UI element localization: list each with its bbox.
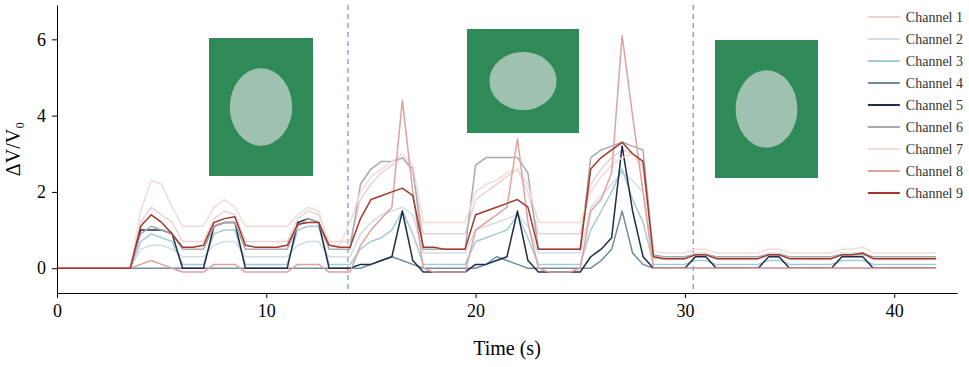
legend-label: Channel 1 xyxy=(906,10,963,25)
tick: 20 xyxy=(467,293,485,321)
legend-swatch xyxy=(868,38,900,40)
legend-item: Channel 1 xyxy=(868,10,963,25)
plot-area xyxy=(57,5,936,293)
tick-mark xyxy=(52,116,57,117)
tick-label: 0 xyxy=(53,301,62,321)
legend-item: Channel 7 xyxy=(868,142,963,157)
series-line xyxy=(57,173,936,268)
legend-label: Channel 4 xyxy=(906,76,963,91)
photos xyxy=(209,29,818,178)
series-line xyxy=(57,211,936,268)
legend-item: Channel 3 xyxy=(868,54,963,69)
tick: 0 xyxy=(37,258,57,278)
legend-item: Channel 5 xyxy=(868,98,963,113)
legend-swatch xyxy=(868,104,900,106)
photo xyxy=(209,38,313,176)
tick: 6 xyxy=(37,30,57,50)
legend-label: Channel 2 xyxy=(906,32,963,47)
tick-mark xyxy=(685,293,686,298)
tick-label: 2 xyxy=(37,182,46,202)
tick: 40 xyxy=(886,293,904,321)
legend-item: Channel 8 xyxy=(868,164,963,179)
tick: 30 xyxy=(676,293,694,321)
legend-item: Channel 6 xyxy=(868,120,963,135)
legend-item: Channel 2 xyxy=(868,32,963,47)
tick: 4 xyxy=(37,106,57,126)
tick-mark xyxy=(894,293,895,298)
tick-label: 10 xyxy=(258,301,276,321)
series-line xyxy=(57,150,936,268)
chart: 0102030400246Time (s)ΔV/V₀Channel 1Chann… xyxy=(0,0,969,367)
legend: Channel 1 Channel 2 Channel 3 Channel 4 Chan… xyxy=(868,10,963,201)
axis-line xyxy=(58,293,958,294)
photo xyxy=(467,29,579,133)
y-axis-title: ΔV/V₀ xyxy=(2,122,24,176)
legend-label: Channel 7 xyxy=(906,142,963,157)
tick: 10 xyxy=(258,293,276,321)
legend-item: Channel 9 xyxy=(868,186,963,201)
y-axis: 0 2 4 6 xyxy=(37,6,58,294)
legend-swatch xyxy=(868,82,900,84)
legend-swatch xyxy=(868,170,900,172)
series-line xyxy=(57,146,936,272)
tick-label: 20 xyxy=(467,301,485,321)
tick: 2 xyxy=(37,182,57,202)
tick-label: 6 xyxy=(37,30,46,50)
series-line xyxy=(57,142,936,268)
tick-mark xyxy=(52,268,57,269)
tick-label: 40 xyxy=(886,301,904,321)
legend-item: Channel 4 xyxy=(868,76,963,91)
legend-swatch xyxy=(868,192,900,194)
tick: 0 xyxy=(53,293,62,321)
photo-detail xyxy=(489,52,556,110)
legend-label: Channel 5 xyxy=(906,98,963,113)
x-axis-title: Time (s) xyxy=(473,337,541,360)
photo xyxy=(715,40,818,178)
legend-swatch xyxy=(868,126,900,128)
tick-mark xyxy=(266,293,267,298)
tick-label: 30 xyxy=(676,301,694,321)
axis-line xyxy=(57,6,58,294)
legend-label: Channel 3 xyxy=(906,54,963,69)
series-line xyxy=(57,36,936,273)
legend-label: Channel 9 xyxy=(906,186,963,201)
legend-swatch xyxy=(868,148,900,150)
tick-mark xyxy=(52,39,57,40)
legend-swatch xyxy=(868,60,900,62)
tick-mark xyxy=(57,293,58,298)
tick-label: 0 xyxy=(37,258,46,278)
photo-detail xyxy=(230,68,292,145)
legend-label: Channel 8 xyxy=(906,164,963,179)
legend-label: Channel 6 xyxy=(906,120,963,135)
series-line xyxy=(57,142,936,268)
legend-swatch xyxy=(868,16,900,18)
photo-detail xyxy=(736,70,798,147)
series-line xyxy=(57,154,936,268)
x-axis: 0 10 20 30 40 xyxy=(53,293,958,321)
tick-mark xyxy=(52,192,57,193)
tick-mark xyxy=(476,293,477,298)
tick-label: 4 xyxy=(37,106,46,126)
